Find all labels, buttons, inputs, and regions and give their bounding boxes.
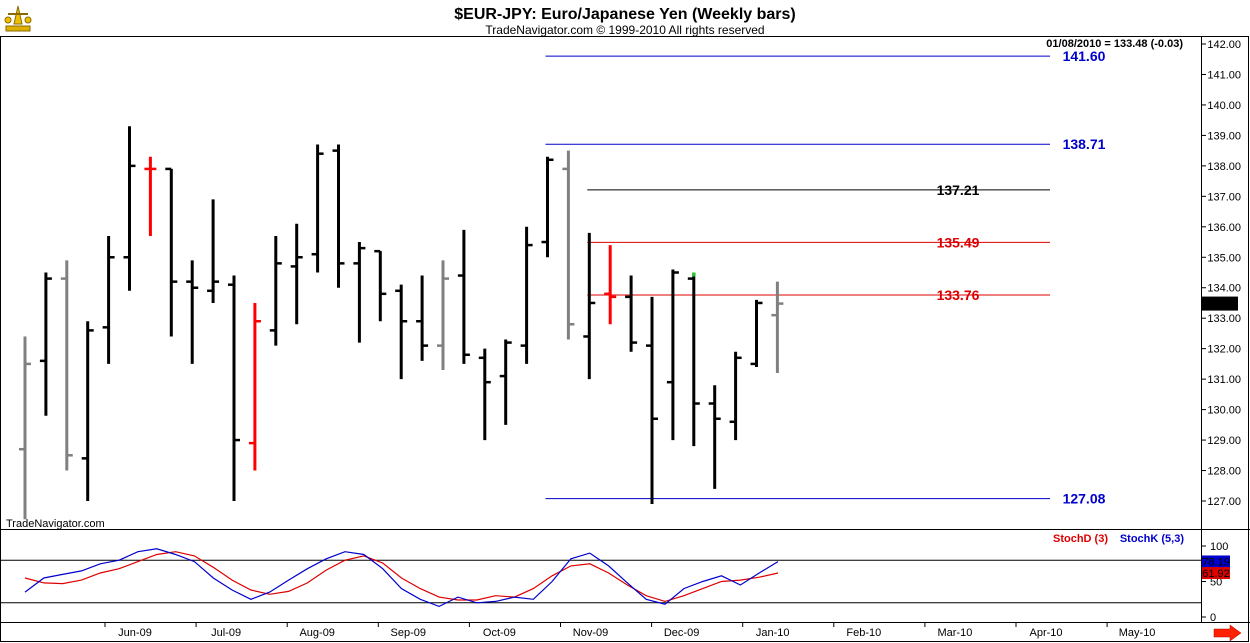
ohlc-bar — [457, 229, 470, 364]
ohlc-bar — [416, 275, 429, 361]
price-tick-label: 132.00 — [1207, 344, 1241, 356]
stochk-value-label: 78.19 — [1202, 556, 1230, 568]
stoch-tick-label: 50 — [1210, 577, 1222, 589]
level-label: 135.49 — [937, 234, 980, 250]
ohlc-bar — [666, 269, 679, 441]
time-tick-label: Oct-09 — [483, 627, 516, 639]
copyright-text: TradeNavigator.com © 1999-2010 All right… — [485, 23, 764, 37]
legend-stochd: StochD (3) — [1053, 533, 1108, 545]
price-tick-label: 136.00 — [1207, 222, 1241, 234]
time-tick-label: Apr-10 — [1029, 627, 1062, 639]
ohlc-bar — [499, 339, 512, 425]
last-value-info: 01/08/2010 = 133.48 (-0.03) — [1046, 38, 1183, 50]
ohlc-bar — [123, 126, 136, 291]
time-tick-label: Jan-10 — [756, 627, 790, 639]
ohlc-bar — [102, 235, 115, 364]
price-tick-label: 127.00 — [1207, 496, 1241, 508]
price-tick-label: 140.00 — [1207, 100, 1241, 112]
ohlc-bar — [583, 232, 596, 380]
ohlc-bar — [708, 385, 721, 489]
ohlc-bar — [290, 223, 303, 325]
main-panel-frame — [0, 36, 1249, 642]
logo-icon[interactable] — [4, 5, 32, 32]
ohlc-bar — [81, 321, 94, 501]
ohlc-bar — [332, 144, 345, 288]
stochd-line — [24, 551, 779, 603]
level-label: 138.71 — [1063, 136, 1106, 152]
time-tick-label: Jun-09 — [118, 627, 152, 639]
last-price-box — [1202, 296, 1238, 311]
stochd-value-box — [1202, 567, 1230, 580]
time-tick-label: Jul-09 — [211, 627, 241, 639]
price-tick-label: 135.00 — [1207, 252, 1241, 264]
ohlc-bar — [311, 144, 324, 273]
scroll-right-arrow-icon[interactable] — [1213, 624, 1242, 642]
ohlc-bar — [750, 299, 763, 367]
time-tick-label: Aug-09 — [299, 627, 334, 639]
ohlc-bar — [60, 260, 73, 471]
ohlc-bar — [541, 156, 554, 258]
level-label: 133.76 — [937, 287, 980, 303]
price-tick-label: 131.00 — [1207, 374, 1241, 386]
ohlc-bar — [520, 226, 533, 364]
level-label: 127.08 — [1063, 491, 1106, 507]
ohlc-bar — [604, 245, 617, 325]
ohlc-bar — [269, 235, 282, 346]
ohlc-bar — [395, 284, 408, 380]
time-tick-label: Sep-09 — [391, 627, 426, 639]
level-label: 137.21 — [937, 182, 980, 198]
ohlc-bar — [186, 260, 199, 364]
ohlc-bar — [478, 348, 491, 441]
ohlc-bar — [771, 281, 784, 374]
stochd-value-label: 61.92 — [1202, 568, 1230, 580]
ohlc-bar — [165, 167, 178, 337]
price-tick-label: 129.00 — [1207, 435, 1241, 447]
price-tick-label: 142.00 — [1207, 39, 1241, 51]
stochk-value-box — [1202, 555, 1230, 568]
last-price-label: 133.48 — [1203, 299, 1237, 311]
ohlc-bar — [39, 272, 52, 416]
ohlc-bar — [729, 351, 742, 441]
time-tick-label: Dec-09 — [664, 627, 699, 639]
ohlc-bar — [374, 249, 387, 322]
ohlc-bar — [437, 260, 449, 370]
ohlc-bar — [248, 302, 261, 471]
ohlc-bar — [207, 199, 220, 303]
ohlc-bar — [562, 150, 575, 340]
price-tick-label: 128.00 — [1207, 466, 1241, 478]
price-tick-label: 133.00 — [1207, 313, 1241, 325]
ohlc-bar — [144, 156, 157, 236]
ohlc-bar — [625, 275, 638, 352]
ohlc-bar — [353, 242, 366, 343]
legend-stochk: StochK (5,3) — [1120, 533, 1185, 545]
watermark: TradeNavigator.com — [6, 518, 105, 530]
price-tick-label: 130.00 — [1207, 405, 1241, 417]
stoch-tick-label: 100 — [1210, 541, 1228, 553]
level-label: 141.60 — [1063, 48, 1106, 64]
ohlc-bar — [646, 296, 658, 505]
price-tick-label: 134.00 — [1207, 283, 1241, 295]
time-tick-label: May-10 — [1119, 627, 1156, 639]
chart-title: $EUR-JPY: Euro/Japanese Yen (Weekly bars… — [454, 6, 795, 23]
ohlc-bar — [228, 275, 240, 501]
time-tick-label: Mar-10 — [937, 627, 972, 639]
time-tick-label: Feb-10 — [846, 627, 881, 639]
ohlc-bar — [687, 272, 700, 447]
time-tick-label: Nov-09 — [573, 627, 608, 639]
ohlc-bar — [19, 336, 31, 520]
price-tick-label: 138.00 — [1207, 161, 1241, 173]
price-tick-label: 137.00 — [1207, 191, 1241, 203]
price-tick-label: 139.00 — [1207, 130, 1241, 142]
stochk-line — [24, 548, 779, 608]
stoch-tick-label: 0 — [1210, 612, 1216, 624]
price-tick-label: 141.00 — [1207, 69, 1241, 81]
